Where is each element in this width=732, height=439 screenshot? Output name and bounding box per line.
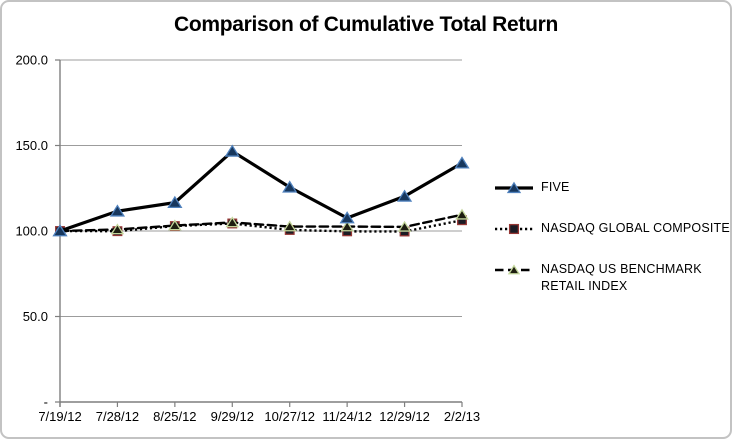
series-line-nasdaq-us-benchmark-retail-index bbox=[58, 213, 464, 233]
legend-sample-solid-line bbox=[495, 181, 533, 194]
x-axis-label: 7/28/12 bbox=[96, 409, 139, 424]
legend: FIVE NASDAQ GLOBAL COMPOSITE NASDAQ US BEN… bbox=[494, 179, 730, 295]
y-axis-label: 100.0 bbox=[15, 224, 48, 239]
square-marker bbox=[508, 223, 520, 234]
y-axis-label: - bbox=[44, 395, 48, 410]
triangle-marker bbox=[168, 219, 182, 231]
triangle-marker bbox=[225, 216, 240, 228]
y-axis-label: 50.0 bbox=[23, 309, 48, 324]
x-axis-label: 11/24/12 bbox=[322, 409, 372, 424]
triangle-marker bbox=[52, 224, 68, 237]
series-five bbox=[52, 144, 470, 237]
legend-item-five: FIVE bbox=[494, 179, 730, 196]
triangle-marker bbox=[455, 208, 469, 220]
triangle-marker bbox=[506, 181, 522, 194]
chart-title: Comparison of Cumulative Total Return bbox=[173, 13, 559, 36]
x-axis-label: 10/27/12 bbox=[264, 409, 315, 424]
triangle-marker bbox=[224, 144, 240, 157]
y-axis-label: 200.0 bbox=[15, 53, 48, 68]
axis-labels: 200.0 150.0 100.0 50.0 -7/19/12 7/28/12 8/25/1… bbox=[15, 53, 480, 425]
legend-sample-dotted-line bbox=[495, 223, 533, 234]
x-axis-label: 7/19/12 bbox=[38, 409, 81, 424]
legend-label: NASDAQ US BENCHMARK RETAIL INDEX bbox=[541, 261, 702, 293]
triangle-marker bbox=[339, 211, 355, 224]
triangle-marker bbox=[396, 189, 413, 202]
x-axis-label: 2/2/13 bbox=[444, 409, 480, 424]
legend-item-nasdaq-global-composite: NASDAQ GLOBAL COMPOSITE bbox=[494, 220, 730, 237]
triangle-marker bbox=[507, 264, 521, 275]
legend-item-nasdaq-us-benchmark-retail-index: NASDAQ US BENCHMARK RETAIL INDEX bbox=[494, 261, 730, 295]
legend-label: FIVE bbox=[541, 180, 570, 194]
triangle-marker bbox=[454, 156, 470, 169]
gridlines bbox=[60, 59, 462, 317]
series-line-nasdaq-global-composite bbox=[59, 219, 463, 233]
triangle-marker bbox=[282, 220, 297, 232]
triangle-marker bbox=[167, 195, 183, 209]
x-axis-label: 8/25/12 bbox=[153, 409, 196, 424]
legend-label: NASDAQ GLOBAL COMPOSITE bbox=[541, 220, 730, 235]
triangle-marker bbox=[397, 220, 412, 232]
legend-sample-dashed-line bbox=[495, 264, 533, 275]
y-axis-label: 150.0 bbox=[15, 138, 48, 153]
triangle-marker bbox=[282, 180, 298, 193]
x-axis-label: 12/29/12 bbox=[379, 409, 430, 424]
triangle-marker bbox=[109, 204, 126, 217]
triangle-marker bbox=[110, 223, 125, 235]
x-axis-label: 9/29/12 bbox=[211, 409, 254, 424]
triangle-marker bbox=[340, 220, 354, 232]
series-line-five bbox=[58, 149, 464, 233]
